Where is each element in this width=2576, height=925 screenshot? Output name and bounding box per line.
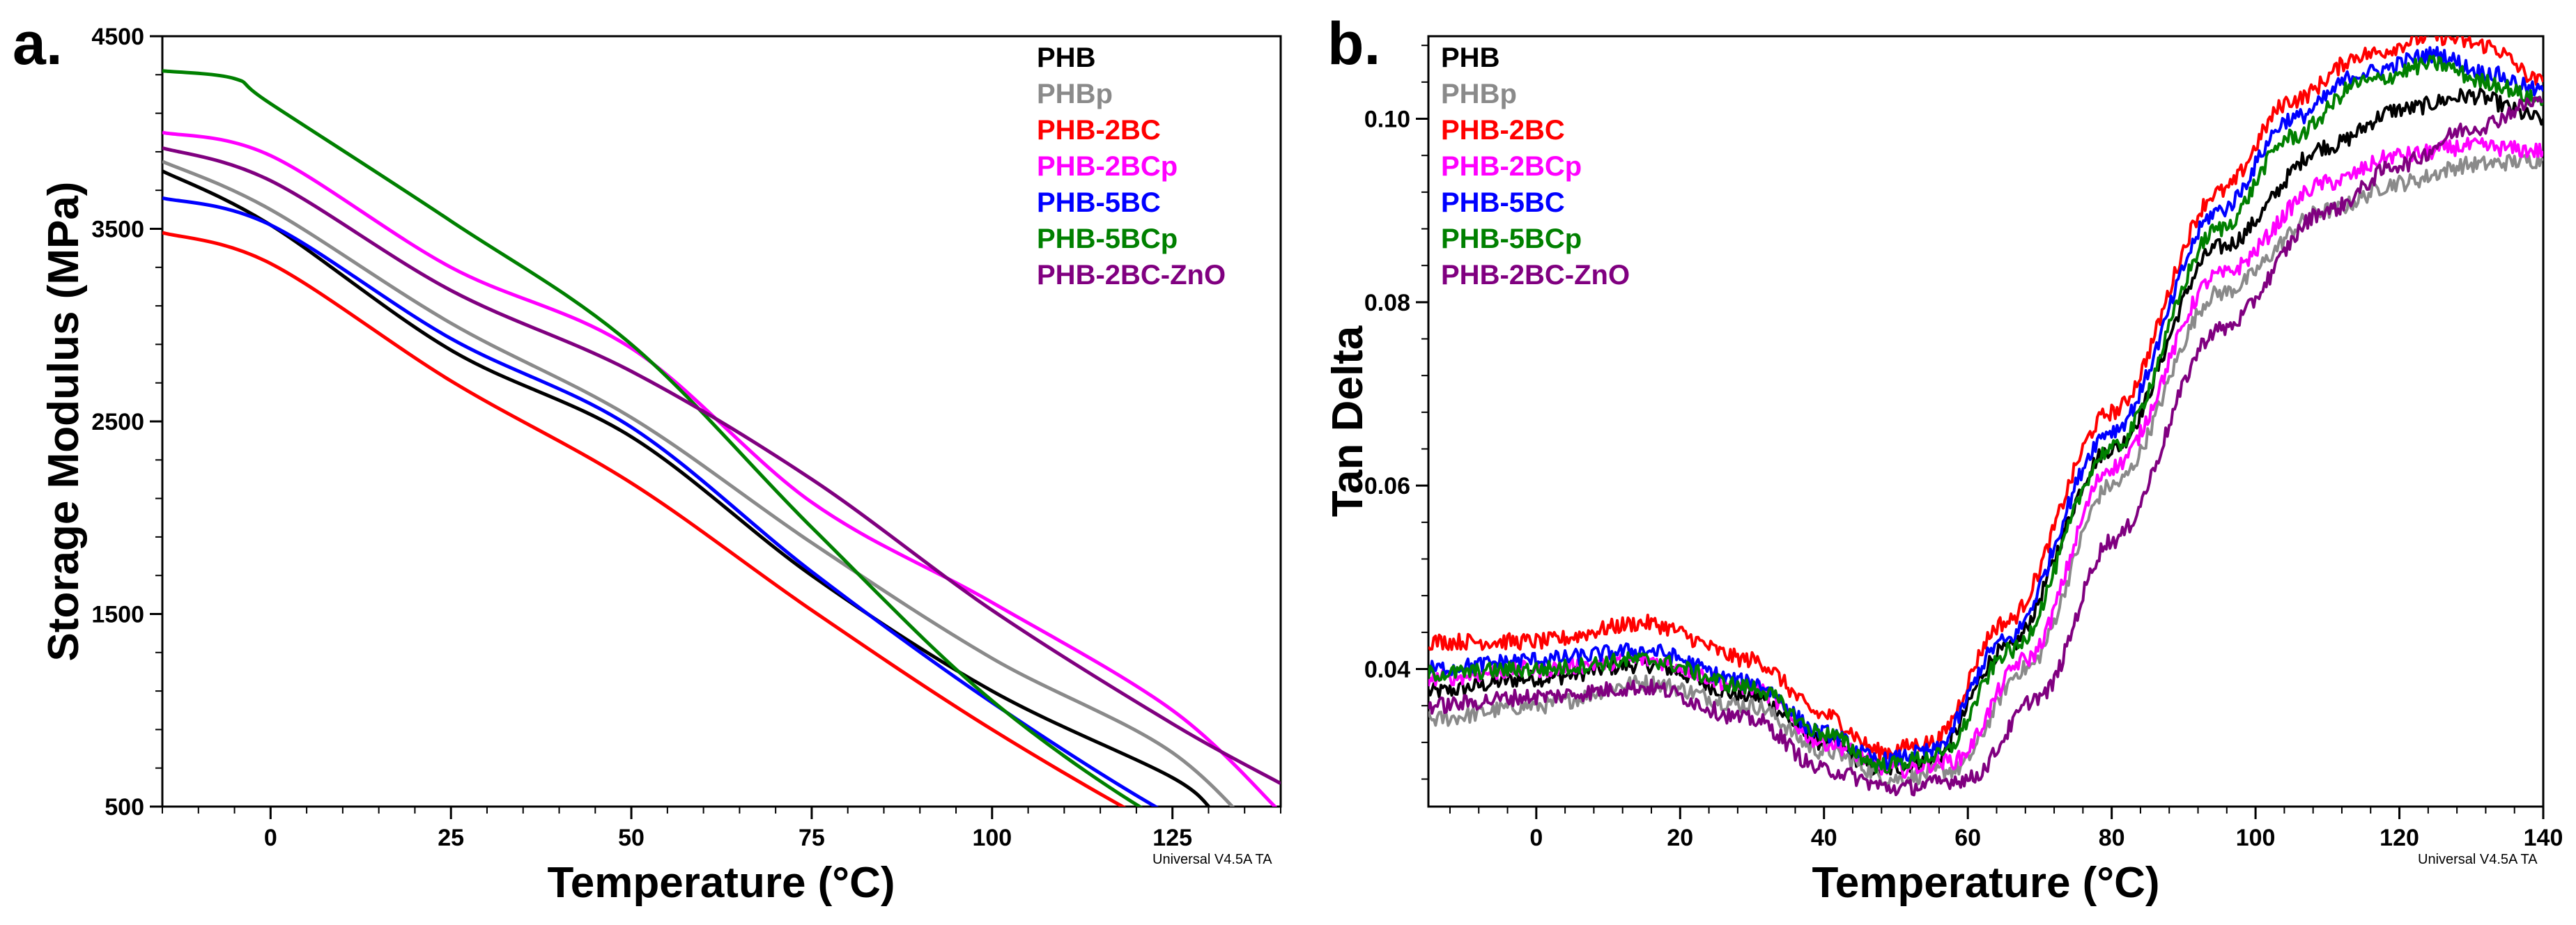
panel-a-ticks: 0 25 50 75 100 125 500 1500 2500 3500 4500 [91, 24, 1281, 851]
panel-a-y-axis-title: Storage Modulus (MPa) [40, 182, 88, 662]
panel-a-label: a. [13, 10, 63, 77]
panel-a-y-tick-label: 1500 [91, 602, 144, 628]
panel-b-legend-phbp: PHBp [1441, 79, 1517, 109]
panel-b-series-lines [1428, 36, 2543, 797]
panel-b-series-group [1428, 36, 2543, 797]
panel-b-x-tick-label: 60 [1954, 825, 1981, 851]
panel-a-software-watermark: Universal V4.5A TA [1152, 852, 1272, 867]
panel-b-legend-phb-5bcp: PHB-5BCp [1441, 224, 1582, 254]
panel-b-x-tick-label: 120 [2380, 825, 2419, 851]
panel-b-legend-phb-5bc: PHB-5BC [1441, 187, 1565, 218]
panel-a-x-tick-label: 75 [799, 825, 825, 851]
panel-b-y-tick-label: 0.06 [1364, 473, 1410, 499]
panel-a-series-phb-5bc [162, 196, 1159, 807]
panel-a-x-tick-label: 50 [618, 825, 645, 851]
panel-a-x-tick-label: 100 [972, 825, 1012, 851]
panel-b-y-axis-title: Tan Delta [1324, 325, 1372, 517]
panel-a-x-axis-title: Temperature (°C) [547, 859, 895, 907]
panel-b-legend-phb: PHB [1441, 42, 1499, 73]
panel-a-series-phb [162, 169, 1212, 807]
panel-a-y-tick-label: 2500 [91, 409, 144, 435]
panel-b-x-tick-label: 140 [2524, 825, 2563, 851]
panel-b-y-tick-label: 0.10 [1364, 107, 1410, 133]
panel-a-legend: PHB PHBp PHB-2BC PHB-2BCp PHB-5BC PHB-5BCp PHB… [1037, 42, 1226, 290]
panel-b-legend-phb-2bcp: PHB-2BCp [1441, 151, 1582, 182]
panel-a-legend-phbp: PHBp [1037, 79, 1113, 109]
panel-a-series-phb-5bcp [162, 69, 1143, 807]
panel-a-legend-phb-2bcp: PHB-2BCp [1037, 151, 1178, 182]
panel-b-x-tick-label: 0 [1529, 825, 1543, 851]
panel-a-x-tick-label: 25 [438, 825, 464, 851]
panel-b-series-phb-5bcp [1428, 54, 2543, 775]
panel-b-legend-phb-2bc-zno: PHB-2BC-ZnO [1441, 260, 1630, 290]
panel-a-y-tick-label: 3500 [91, 217, 144, 243]
panel-b-tan-delta: b. 0 20 40 60 80 100 120 140 0.04 0.06 0.08 0.10 PH… [1324, 10, 2563, 907]
panel-a-y-tick-label: 4500 [91, 24, 144, 50]
panel-b-series-phb-2bcp [1428, 137, 2543, 779]
panel-b-x-axis-title: Temperature (°C) [1812, 859, 2159, 907]
panel-b-ticks: 0 20 40 60 80 100 120 140 0.04 0.06 0.08 0.10 [1364, 45, 2563, 851]
panel-a-series-phb-2bc-zno [162, 146, 1281, 785]
panel-b-x-tick-label: 80 [2099, 825, 2125, 851]
panel-b-label: b. [1327, 10, 1380, 77]
panel-a-legend-phb-5bcp: PHB-5BCp [1037, 224, 1178, 254]
panel-a-series-lines [162, 69, 1281, 807]
panel-b-series-phb [1428, 87, 2543, 776]
panel-b-series-phb-2bc-zno [1428, 95, 2543, 797]
panel-b-legend: PHB PHBp PHB-2BC PHB-2BCp PHB-5BC PHB-5BCp PHB… [1441, 42, 1630, 290]
panel-a-series-phbp [162, 160, 1235, 807]
panel-b-x-tick-label: 20 [1667, 825, 1693, 851]
panel-a-legend-phb-2bc: PHB-2BC [1037, 115, 1161, 146]
panel-b-y-tick-label: 0.04 [1364, 657, 1410, 683]
panel-a-legend-phb: PHB [1037, 42, 1095, 73]
panel-a-series-group [162, 69, 1281, 807]
panel-b-y-tick-label: 0.08 [1364, 290, 1410, 316]
panel-b-series-phb-2bc [1428, 36, 2543, 761]
panel-a-legend-phb-2bc-zno: PHB-2BC-ZnO [1037, 260, 1226, 290]
panel-a-legend-phb-5bc: PHB-5BC [1037, 187, 1161, 218]
panel-a-x-tick-label: 0 [264, 825, 277, 851]
panel-b-software-watermark: Universal V4.5A TA [2418, 852, 2538, 867]
panel-b-x-tick-label: 40 [1811, 825, 1837, 851]
panel-a-x-tick-label: 125 [1152, 825, 1192, 851]
panel-a-series-phb-2bc [162, 231, 1127, 807]
panel-b-legend-phb-2bc: PHB-2BC [1441, 115, 1565, 146]
panel-a-y-tick-label: 500 [105, 794, 144, 821]
panel-a-series-phb-2bcp [162, 130, 1278, 807]
panel-b-plot-frame [1427, 35, 2545, 808]
panel-b-x-tick-label: 100 [2236, 825, 2276, 851]
